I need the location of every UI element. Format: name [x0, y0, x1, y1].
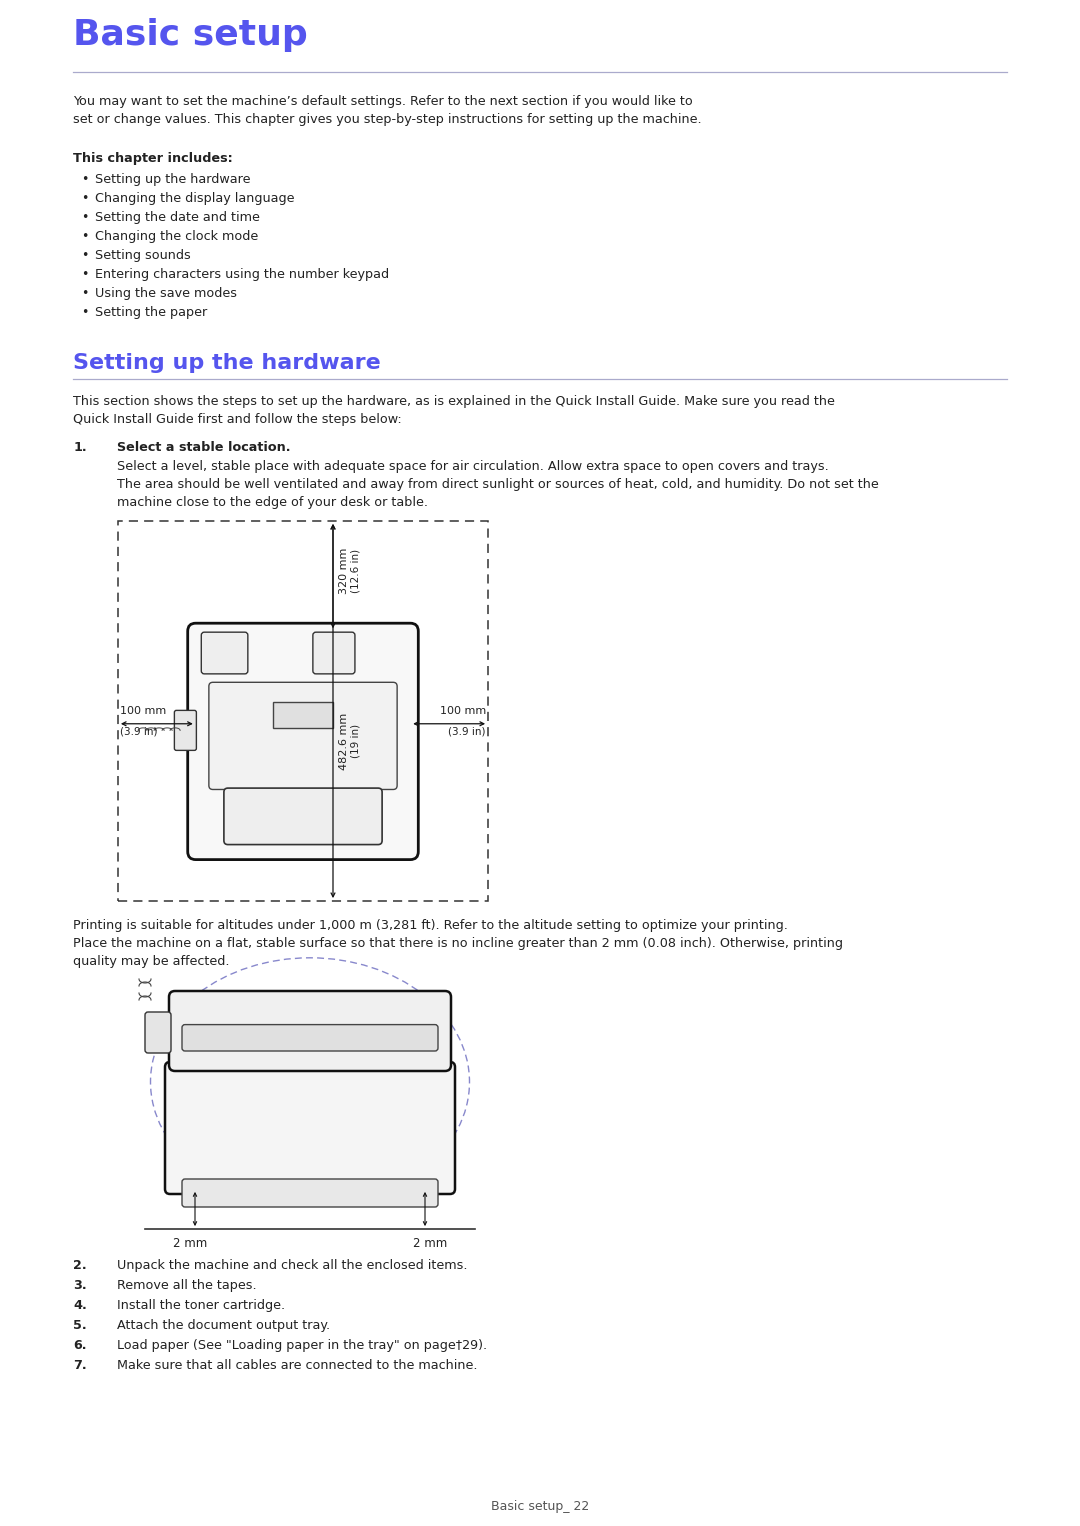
Text: Setting sounds: Setting sounds: [95, 249, 191, 262]
Text: 320 mm: 320 mm: [339, 548, 349, 594]
Text: The area should be well ventilated and away from direct sunlight or sources of h: The area should be well ventilated and a…: [117, 478, 878, 491]
FancyBboxPatch shape: [201, 632, 247, 674]
Text: 6.: 6.: [73, 1338, 87, 1352]
Text: 4.: 4.: [73, 1299, 87, 1312]
Text: Using the save modes: Using the save modes: [95, 287, 238, 301]
Bar: [118, 520, 488, 900]
Text: •: •: [81, 230, 89, 243]
Text: Make sure that all cables are connected to the machine.: Make sure that all cables are connected …: [117, 1360, 477, 1372]
Text: Select a stable location.: Select a stable location.: [117, 441, 291, 455]
Text: Load paper (See "Loading paper in the tray" on page†29).: Load paper (See "Loading paper in the tr…: [117, 1338, 487, 1352]
Text: quality may be affected.: quality may be affected.: [73, 955, 230, 967]
Text: Changing the clock mode: Changing the clock mode: [95, 230, 259, 243]
FancyBboxPatch shape: [208, 682, 397, 789]
Text: Entering characters using the number keypad: Entering characters using the number key…: [95, 269, 390, 281]
Text: Quick Install Guide first and follow the steps below:: Quick Install Guide first and follow the…: [73, 414, 402, 426]
FancyBboxPatch shape: [188, 623, 418, 859]
FancyBboxPatch shape: [183, 1180, 438, 1207]
Text: Setting the paper: Setting the paper: [95, 307, 207, 319]
Text: 482.6 mm: 482.6 mm: [339, 713, 349, 769]
Text: Printing is suitable for altitudes under 1,000 m (3,281 ft). Refer to the altitu: Printing is suitable for altitudes under…: [73, 919, 788, 932]
Text: Place the machine on a flat, stable surface so that there is no incline greater : Place the machine on a flat, stable surf…: [73, 937, 843, 951]
Text: Remove all the tapes.: Remove all the tapes.: [117, 1279, 256, 1293]
Text: (12.6 in): (12.6 in): [351, 549, 361, 594]
Text: (19 in): (19 in): [351, 723, 361, 758]
Text: Basic setup: Basic setup: [73, 18, 308, 52]
Text: Unpack the machine and check all the enclosed items.: Unpack the machine and check all the enc…: [117, 1259, 468, 1273]
Text: Select a level, stable place with adequate space for air circulation. Allow extr: Select a level, stable place with adequa…: [117, 459, 828, 473]
Text: (3.9 in): (3.9 in): [120, 726, 158, 737]
Text: Setting up the hardware: Setting up the hardware: [95, 172, 251, 186]
Text: Basic setup_ 22: Basic setup_ 22: [491, 1500, 589, 1512]
Text: 100 mm: 100 mm: [120, 705, 166, 716]
Text: •: •: [81, 249, 89, 262]
Bar: [273, 702, 333, 728]
Text: 2 mm: 2 mm: [173, 1238, 207, 1250]
Text: You may want to set the machine’s default settings. Refer to the next section if: You may want to set the machine’s defaul…: [73, 95, 693, 108]
Text: Setting the date and time: Setting the date and time: [95, 211, 260, 224]
Text: •: •: [81, 307, 89, 319]
FancyBboxPatch shape: [174, 711, 197, 751]
Text: Setting up the hardware: Setting up the hardware: [73, 353, 381, 372]
Text: set or change values. This chapter gives you step-by-step instructions for setti: set or change values. This chapter gives…: [73, 113, 702, 127]
FancyBboxPatch shape: [224, 787, 382, 844]
Text: •: •: [81, 211, 89, 224]
Text: 2.: 2.: [73, 1259, 87, 1273]
FancyBboxPatch shape: [165, 1062, 455, 1193]
Text: Changing the display language: Changing the display language: [95, 192, 295, 204]
FancyBboxPatch shape: [313, 632, 355, 674]
Text: machine close to the edge of your desk or table.: machine close to the edge of your desk o…: [117, 496, 428, 510]
Text: 7.: 7.: [73, 1360, 87, 1372]
FancyBboxPatch shape: [168, 990, 451, 1071]
Text: 100 mm: 100 mm: [440, 705, 486, 716]
Text: This chapter includes:: This chapter includes:: [73, 153, 233, 165]
Text: (3.9 in): (3.9 in): [448, 726, 486, 737]
Text: •: •: [81, 192, 89, 204]
Text: •: •: [81, 269, 89, 281]
Text: 2 mm: 2 mm: [413, 1238, 447, 1250]
Text: •: •: [81, 172, 89, 186]
Text: •: •: [81, 287, 89, 301]
Text: This section shows the steps to set up the hardware, as is explained in the Quic: This section shows the steps to set up t…: [73, 395, 835, 407]
FancyBboxPatch shape: [183, 1024, 438, 1051]
Text: 3.: 3.: [73, 1279, 87, 1293]
Text: Install the toner cartridge.: Install the toner cartridge.: [117, 1299, 285, 1312]
Text: 5.: 5.: [73, 1318, 87, 1332]
FancyBboxPatch shape: [145, 1012, 171, 1053]
Text: 1.: 1.: [73, 441, 87, 455]
Text: Attach the document output tray.: Attach the document output tray.: [117, 1318, 329, 1332]
